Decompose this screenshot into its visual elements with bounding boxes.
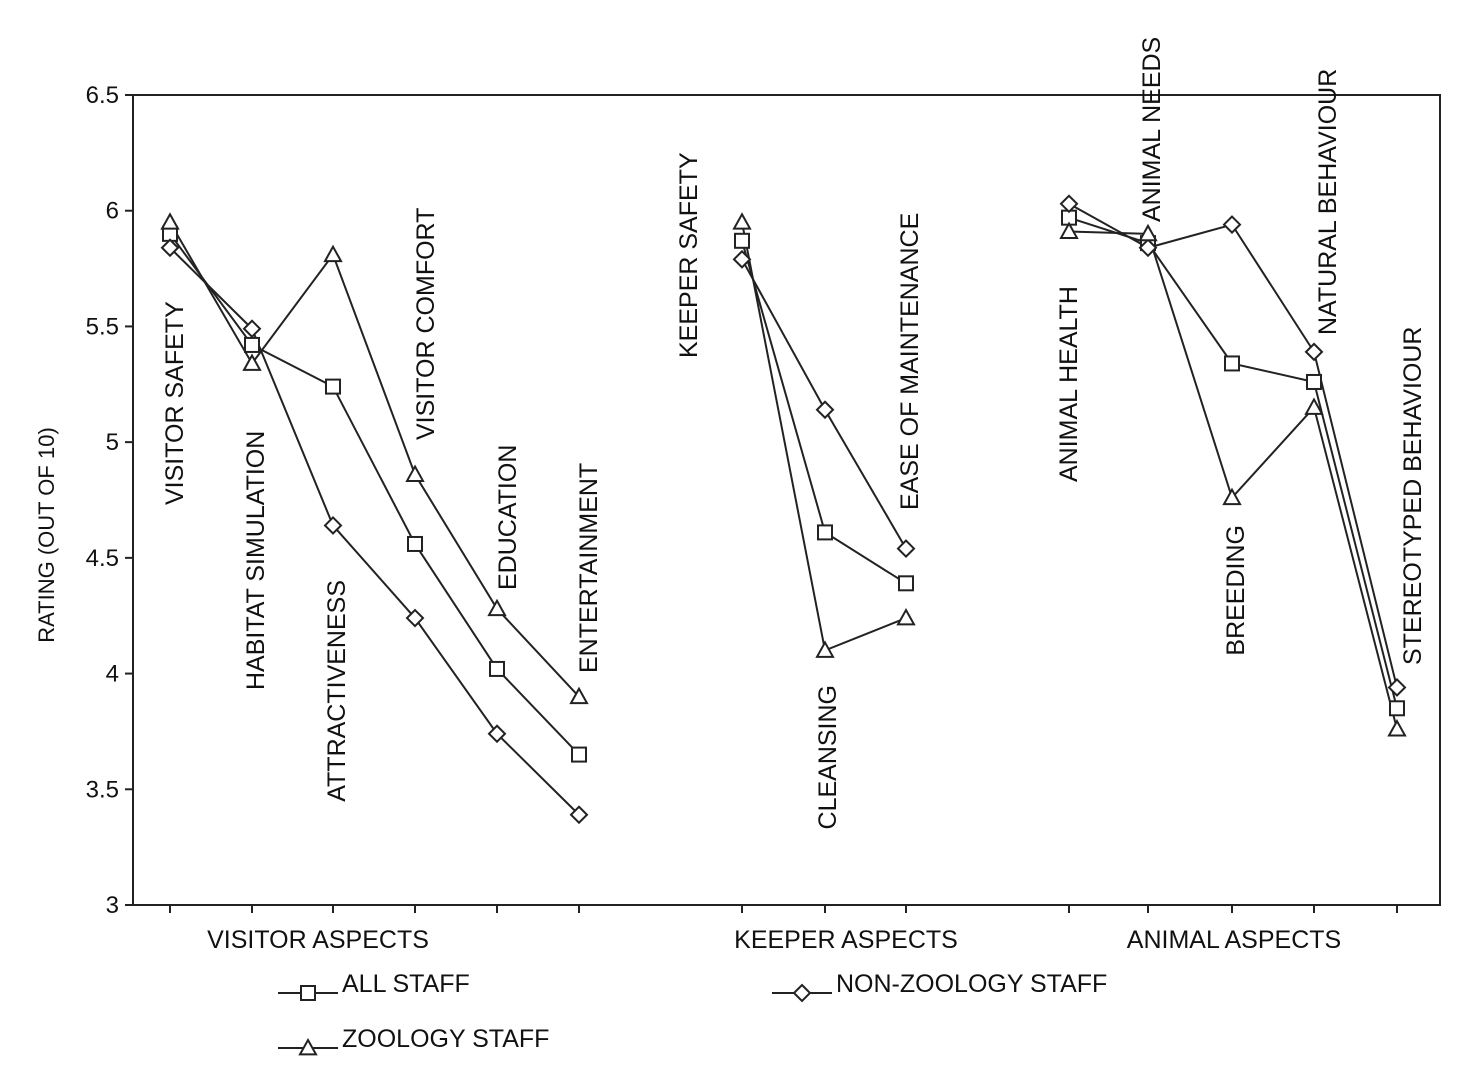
series-markers [160, 194, 1407, 825]
y-tick-label: 6.5 [86, 82, 119, 109]
data-point-triangle [815, 640, 835, 658]
data-point-diamond [815, 400, 835, 420]
data-point-diamond [405, 608, 425, 628]
data-point-diamond [242, 319, 262, 339]
series-line-triangle [169, 221, 580, 698]
y-tick-label: 3.5 [86, 776, 119, 803]
category-label: STEREOTYPED BEHAVIOUR [1399, 327, 1427, 666]
y-tick-label: 4.5 [86, 545, 119, 572]
data-point-diamond [487, 724, 507, 744]
category-label: ANIMAL HEALTH [1055, 286, 1083, 482]
series-line-diamond [169, 247, 580, 816]
data-point-square [1224, 355, 1240, 372]
axes: 3 3.5 4 4.5 5 5.5 6 6.5 RATING (OUT OF 10) VISITO… [34, 82, 1441, 954]
data-point-diamond [1138, 238, 1158, 258]
legend-label: ALL STAFF [342, 970, 470, 998]
data-point-triangle [1387, 719, 1407, 737]
category-label: ATTRACTIVENESS [323, 580, 351, 802]
category-label: BREEDING [1222, 525, 1250, 656]
category-label: HABITAT SIMULATION [242, 431, 270, 690]
data-point-triangle [405, 464, 425, 482]
data-point-diamond [160, 238, 180, 258]
data-point-diamond [1222, 215, 1242, 235]
category-label: EDUCATION [494, 445, 522, 590]
data-point-square [325, 378, 341, 395]
data-point-square [734, 232, 750, 249]
data-point-triangle [1059, 221, 1079, 239]
category-label: VISITOR SAFETY [161, 301, 189, 505]
category-label: CLEANSING [814, 685, 842, 829]
category-label: KEEPER SAFETY [675, 152, 703, 358]
y-tick-label: 4 [106, 661, 119, 688]
y-tick-label: 5 [106, 429, 119, 456]
data-point-triangle [1304, 397, 1324, 415]
data-point-triangle [160, 212, 180, 230]
data-point-square [1306, 373, 1322, 390]
y-axis-label: RATING (OUT OF 10) [34, 427, 59, 643]
data-point-diamond [569, 805, 589, 825]
group-label: KEEPER ASPECTS [734, 926, 958, 954]
data-point-triangle [487, 598, 507, 617]
data-point-square [407, 535, 423, 552]
data-point-triangle [732, 212, 752, 230]
plot-frame [132, 94, 1441, 906]
y-tick-label: 6 [106, 198, 119, 225]
group-label: VISITOR ASPECTS [207, 926, 429, 954]
data-point-triangle [1138, 223, 1158, 242]
data-point-diamond [732, 249, 752, 269]
category-label: ANIMAL NEEDS [1138, 37, 1166, 222]
data-point-diamond [1387, 678, 1407, 697]
data-point-diamond [896, 539, 916, 559]
category-label: ENTERTAINMENT [575, 463, 603, 673]
data-point-square [571, 746, 587, 763]
data-point-square [817, 524, 833, 541]
legend-triangle-icon [298, 1037, 318, 1056]
data-point-diamond [1059, 194, 1079, 214]
data-point-diamond [323, 516, 343, 535]
data-point-triangle [242, 353, 262, 371]
group-label: ANIMAL ASPECTS [1127, 926, 1341, 954]
y-tick-label: 3 [106, 892, 119, 919]
series-line-square [169, 233, 580, 756]
data-point-diamond [1304, 342, 1324, 362]
data-point-square [898, 575, 914, 592]
legend-square-icon [300, 985, 316, 1001]
legend-label: NON-ZOOLOGY STAFF [836, 970, 1107, 998]
data-point-triangle [323, 244, 343, 263]
data-point-square [244, 336, 260, 353]
category-labels: VISITOR SAFETY HABITAT SIMULATION ATTRACTI… [161, 37, 1427, 830]
data-point-square [1389, 700, 1405, 717]
legend-diamond-icon [792, 983, 812, 1003]
data-point-triangle [1222, 487, 1242, 506]
category-label: VISITOR COMFORT [412, 208, 440, 440]
legend-label: ZOOLOGY STAFF [342, 1025, 549, 1053]
category-label: NATURAL BEHAVIOUR [1314, 69, 1342, 335]
data-point-triangle [569, 686, 589, 705]
data-point-triangle [896, 607, 916, 626]
category-label: EASE OF MAINTENANCE [896, 213, 924, 510]
data-point-square [489, 660, 505, 677]
legend: ALL STAFF NON-ZOOLOGY STAFF ZOOLOGY STAFF [278, 970, 1107, 1056]
y-tick-label: 5.5 [86, 313, 119, 340]
